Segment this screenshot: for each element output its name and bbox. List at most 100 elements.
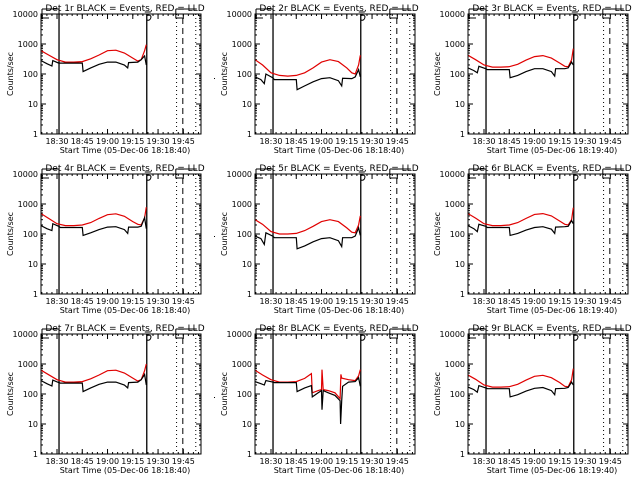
series-lld-line xyxy=(41,363,147,383)
plot-frame xyxy=(254,13,416,135)
top-bracket xyxy=(468,169,476,179)
x-tick-label: 19:00 xyxy=(523,457,546,466)
plot-frame xyxy=(254,333,416,455)
y-tick-label: 10 xyxy=(242,260,252,269)
series-lld-line xyxy=(41,44,147,63)
x-tick-label: 19:15 xyxy=(121,137,144,146)
x-tick-label: 18:45 xyxy=(71,297,94,306)
x-tick-label: 19:15 xyxy=(335,297,358,306)
x-axis-label: Start Time (05-Dec-06 18:19:40) xyxy=(487,306,618,315)
x-axis-label: Start Time (05-Dec-06 18:18:40) xyxy=(60,306,191,315)
top-bracket xyxy=(389,328,411,339)
x-tick-label: 19:00 xyxy=(96,457,119,466)
y-tick-label: 100 xyxy=(23,390,38,399)
y-tick-label: 100 xyxy=(237,230,252,239)
x-tick-label: 19:45 xyxy=(172,457,195,466)
y-axis-label: Counts/sec xyxy=(433,372,442,416)
top-bracket xyxy=(41,9,49,19)
plot-frame xyxy=(254,173,416,295)
detector-plot-1: Det 1r BLACK = Events, RED = LLD 1 10 100 10… xyxy=(6,4,205,155)
series-group xyxy=(41,363,147,393)
y-axis-label: Counts/sec xyxy=(433,212,442,256)
x-tick-label: 18:30 xyxy=(45,297,68,306)
y-tick-label: 10 xyxy=(28,420,38,429)
y-tick-label: 1 xyxy=(247,130,252,139)
x-axis-label: Start Time (05-Dec-06 18:18:40) xyxy=(274,146,405,155)
series-lld-line xyxy=(255,215,361,235)
detector-plot-4: Det 4r BLACK = Events, RED = LLD 1 10 100 10… xyxy=(6,164,205,315)
x-tick-label: 18:30 xyxy=(259,297,282,306)
time-markers xyxy=(272,174,411,294)
series-group xyxy=(468,207,574,237)
x-tick-label: 19:00 xyxy=(96,297,119,306)
y-axis-label: Counts/sec xyxy=(220,372,229,416)
y-tick-label: 100 xyxy=(237,70,252,79)
x-tick-label: 19:00 xyxy=(523,137,546,146)
plot-title: Det 5r BLACK = Events, RED = LLD xyxy=(259,164,418,174)
x-tick-label: 18:30 xyxy=(472,137,495,146)
x-tick-label: 19:00 xyxy=(523,297,546,306)
y-tick-label: 1 xyxy=(247,450,252,459)
y-tick-label: 10000 xyxy=(13,330,38,339)
x-axis-label: Start Time (05-Dec-06 18:19:40) xyxy=(487,466,618,475)
y-tick-label: 1000 xyxy=(18,360,38,369)
x-tick-label: 19:15 xyxy=(335,137,358,146)
series-events-line xyxy=(255,67,361,91)
x-tick-label: 19:15 xyxy=(121,457,144,466)
y-tick-label: 1000 xyxy=(445,200,465,209)
top-bracket xyxy=(255,329,263,339)
x-tick-label: 19:45 xyxy=(386,457,409,466)
top-bracket xyxy=(41,329,49,339)
detector-plot-6: Det 6r BLACK = Events, RED = LLD 1 10 100 10… xyxy=(433,164,632,315)
y-tick-label: 1000 xyxy=(445,40,465,49)
y-tick-label: 10 xyxy=(28,260,38,269)
x-tick-label: 19:45 xyxy=(599,297,622,306)
y-tick-label: 1000 xyxy=(232,360,252,369)
top-bracket xyxy=(144,11,152,21)
plot-title: Det 4r BLACK = Events, RED = LLD xyxy=(45,164,204,174)
top-bracket xyxy=(144,171,152,181)
x-tick-label: 18:30 xyxy=(45,137,68,146)
y-tick-label: 1000 xyxy=(445,360,465,369)
x-tick-label: 19:30 xyxy=(361,297,384,306)
x-tick-label: 19:30 xyxy=(574,297,597,306)
x-tick-label: 19:15 xyxy=(548,457,571,466)
series-group xyxy=(255,369,361,425)
top-bracket xyxy=(571,171,579,181)
y-tick-label: 10 xyxy=(242,100,252,109)
time-markers xyxy=(272,334,411,454)
time-markers xyxy=(58,334,197,454)
x-tick-label: 19:30 xyxy=(361,137,384,146)
time-markers xyxy=(485,14,624,134)
x-tick-label: 18:45 xyxy=(285,137,308,146)
top-bracket xyxy=(389,8,411,19)
top-bracket xyxy=(175,328,197,339)
y-tick-label: 1000 xyxy=(18,200,38,209)
x-tick-label: 19:45 xyxy=(172,297,195,306)
series-lld-line xyxy=(255,55,361,77)
time-markers xyxy=(58,14,197,134)
plot-frame xyxy=(40,173,202,295)
x-tick-label: 18:45 xyxy=(498,457,521,466)
x-axis-label: Start Time (05-Dec-06 18:18:40) xyxy=(274,306,405,315)
time-markers xyxy=(485,334,624,454)
y-tick-label: 1 xyxy=(247,290,252,299)
top-bracket xyxy=(571,331,579,341)
x-tick-label: 19:30 xyxy=(147,457,170,466)
x-tick-label: 18:45 xyxy=(285,457,308,466)
series-events-line xyxy=(468,60,574,79)
y-tick-label: 10000 xyxy=(227,330,252,339)
top-bracket xyxy=(571,11,579,21)
detector-plot-2: Det 2r BLACK = Events, RED = LLD 1 10 100 10… xyxy=(220,4,419,155)
y-tick-label: 100 xyxy=(23,230,38,239)
x-tick-label: 19:00 xyxy=(310,457,333,466)
stray-dot xyxy=(214,78,215,79)
y-tick-label: 1 xyxy=(33,450,38,459)
x-tick-label: 18:45 xyxy=(71,137,94,146)
y-axis-label: Counts/sec xyxy=(6,52,15,96)
x-tick-label: 18:30 xyxy=(259,457,282,466)
series-events-line xyxy=(41,54,147,73)
y-tick-label: 100 xyxy=(450,390,465,399)
y-tick-label: 100 xyxy=(450,230,465,239)
